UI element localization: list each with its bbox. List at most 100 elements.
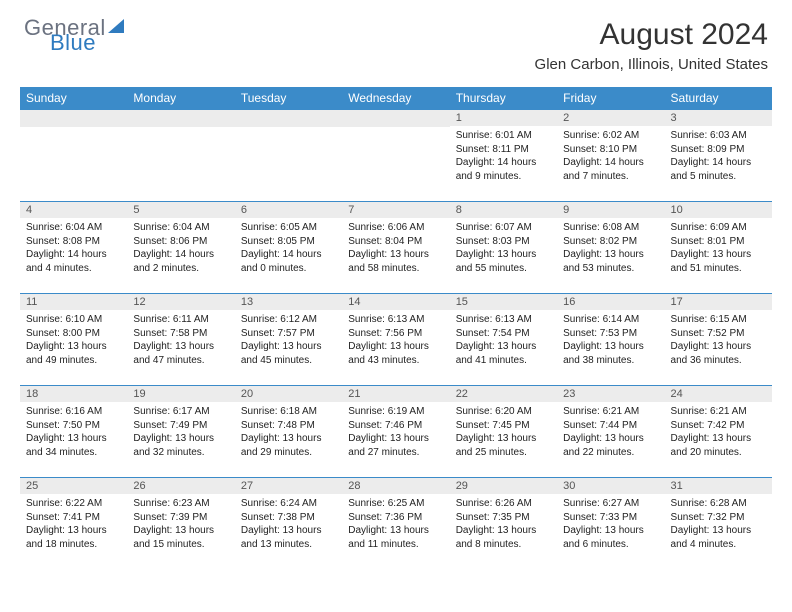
calendar-cell: 6Sunrise: 6:05 AMSunset: 8:05 PMDaylight… bbox=[235, 202, 342, 294]
sunset-line: Sunset: 7:58 PM bbox=[133, 327, 228, 341]
sunset-line: Sunset: 7:39 PM bbox=[133, 511, 228, 525]
sunrise-line: Sunrise: 6:28 AM bbox=[671, 497, 766, 511]
calendar-cell: 18Sunrise: 6:16 AMSunset: 7:50 PMDayligh… bbox=[20, 386, 127, 478]
calendar-cell: 26Sunrise: 6:23 AMSunset: 7:39 PMDayligh… bbox=[127, 478, 234, 570]
daylight-line: Daylight: 13 hours and 55 minutes. bbox=[456, 248, 551, 275]
sunset-line: Sunset: 7:48 PM bbox=[241, 419, 336, 433]
day-number: 29 bbox=[450, 478, 557, 494]
sunrise-line: Sunrise: 6:21 AM bbox=[671, 405, 766, 419]
sunrise-line: Sunrise: 6:08 AM bbox=[563, 221, 658, 235]
calendar-cell bbox=[235, 110, 342, 202]
sunset-line: Sunset: 8:05 PM bbox=[241, 235, 336, 249]
sunrise-line: Sunrise: 6:14 AM bbox=[563, 313, 658, 327]
calendar-cell: 12Sunrise: 6:11 AMSunset: 7:58 PMDayligh… bbox=[127, 294, 234, 386]
daylight-line: Daylight: 13 hours and 20 minutes. bbox=[671, 432, 766, 459]
sunrise-line: Sunrise: 6:16 AM bbox=[26, 405, 121, 419]
calendar-cell: 13Sunrise: 6:12 AMSunset: 7:57 PMDayligh… bbox=[235, 294, 342, 386]
sunset-line: Sunset: 7:52 PM bbox=[671, 327, 766, 341]
day-number: 3 bbox=[665, 110, 772, 126]
sunset-line: Sunset: 7:35 PM bbox=[456, 511, 551, 525]
calendar-cell: 25Sunrise: 6:22 AMSunset: 7:41 PMDayligh… bbox=[20, 478, 127, 570]
day-body: Sunrise: 6:02 AMSunset: 8:10 PMDaylight:… bbox=[557, 126, 664, 187]
daylight-line: Daylight: 13 hours and 43 minutes. bbox=[348, 340, 443, 367]
month-title: August 2024 bbox=[535, 18, 768, 52]
day-body: Sunrise: 6:21 AMSunset: 7:44 PMDaylight:… bbox=[557, 402, 664, 463]
daylight-line: Daylight: 13 hours and 13 minutes. bbox=[241, 524, 336, 551]
sunrise-line: Sunrise: 6:03 AM bbox=[671, 129, 766, 143]
calendar-cell: 1Sunrise: 6:01 AMSunset: 8:11 PMDaylight… bbox=[450, 110, 557, 202]
daylight-line: Daylight: 13 hours and 8 minutes. bbox=[456, 524, 551, 551]
daylight-line: Daylight: 13 hours and 18 minutes. bbox=[26, 524, 121, 551]
dow-header: Monday bbox=[127, 87, 234, 110]
sunrise-line: Sunrise: 6:06 AM bbox=[348, 221, 443, 235]
day-number: 21 bbox=[342, 386, 449, 402]
sunrise-line: Sunrise: 6:15 AM bbox=[671, 313, 766, 327]
day-number: 7 bbox=[342, 202, 449, 218]
calendar-cell: 27Sunrise: 6:24 AMSunset: 7:38 PMDayligh… bbox=[235, 478, 342, 570]
day-number-empty bbox=[20, 110, 127, 127]
calendar-cell: 29Sunrise: 6:26 AMSunset: 7:35 PMDayligh… bbox=[450, 478, 557, 570]
sunset-line: Sunset: 8:11 PM bbox=[456, 143, 551, 157]
sunset-line: Sunset: 7:50 PM bbox=[26, 419, 121, 433]
sunrise-line: Sunrise: 6:07 AM bbox=[456, 221, 551, 235]
daylight-line: Daylight: 13 hours and 25 minutes. bbox=[456, 432, 551, 459]
sunset-line: Sunset: 7:49 PM bbox=[133, 419, 228, 433]
sunset-line: Sunset: 7:56 PM bbox=[348, 327, 443, 341]
day-body: Sunrise: 6:24 AMSunset: 7:38 PMDaylight:… bbox=[235, 494, 342, 555]
day-body: Sunrise: 6:05 AMSunset: 8:05 PMDaylight:… bbox=[235, 218, 342, 279]
day-body: Sunrise: 6:26 AMSunset: 7:35 PMDaylight:… bbox=[450, 494, 557, 555]
sunrise-line: Sunrise: 6:13 AM bbox=[456, 313, 551, 327]
day-number: 9 bbox=[557, 202, 664, 218]
sunrise-line: Sunrise: 6:01 AM bbox=[456, 129, 551, 143]
day-body: Sunrise: 6:10 AMSunset: 8:00 PMDaylight:… bbox=[20, 310, 127, 371]
dow-header: Sunday bbox=[20, 87, 127, 110]
title-block: August 2024 Glen Carbon, Illinois, Unite… bbox=[535, 18, 768, 73]
sunset-line: Sunset: 7:38 PM bbox=[241, 511, 336, 525]
day-body: Sunrise: 6:14 AMSunset: 7:53 PMDaylight:… bbox=[557, 310, 664, 371]
calendar-cell bbox=[342, 110, 449, 202]
dow-header: Thursday bbox=[450, 87, 557, 110]
day-number: 13 bbox=[235, 294, 342, 310]
dow-header: Tuesday bbox=[235, 87, 342, 110]
sunset-line: Sunset: 7:46 PM bbox=[348, 419, 443, 433]
calendar-cell: 19Sunrise: 6:17 AMSunset: 7:49 PMDayligh… bbox=[127, 386, 234, 478]
daylight-line: Daylight: 14 hours and 0 minutes. bbox=[241, 248, 336, 275]
calendar-cell: 9Sunrise: 6:08 AMSunset: 8:02 PMDaylight… bbox=[557, 202, 664, 294]
sunrise-line: Sunrise: 6:05 AM bbox=[241, 221, 336, 235]
calendar-table: SundayMondayTuesdayWednesdayThursdayFrid… bbox=[20, 87, 772, 570]
day-number: 18 bbox=[20, 386, 127, 402]
day-body: Sunrise: 6:13 AMSunset: 7:56 PMDaylight:… bbox=[342, 310, 449, 371]
sunset-line: Sunset: 7:36 PM bbox=[348, 511, 443, 525]
daylight-line: Daylight: 13 hours and 36 minutes. bbox=[671, 340, 766, 367]
day-body: Sunrise: 6:25 AMSunset: 7:36 PMDaylight:… bbox=[342, 494, 449, 555]
day-body: Sunrise: 6:18 AMSunset: 7:48 PMDaylight:… bbox=[235, 402, 342, 463]
brand-line2: Blue bbox=[50, 33, 124, 54]
sunset-line: Sunset: 8:06 PM bbox=[133, 235, 228, 249]
day-body: Sunrise: 6:21 AMSunset: 7:42 PMDaylight:… bbox=[665, 402, 772, 463]
day-number: 26 bbox=[127, 478, 234, 494]
location-text: Glen Carbon, Illinois, United States bbox=[535, 56, 768, 73]
sunset-line: Sunset: 7:41 PM bbox=[26, 511, 121, 525]
daylight-line: Daylight: 13 hours and 4 minutes. bbox=[671, 524, 766, 551]
daylight-line: Daylight: 13 hours and 47 minutes. bbox=[133, 340, 228, 367]
daylight-line: Daylight: 14 hours and 7 minutes. bbox=[563, 156, 658, 183]
sunset-line: Sunset: 7:33 PM bbox=[563, 511, 658, 525]
calendar-cell: 30Sunrise: 6:27 AMSunset: 7:33 PMDayligh… bbox=[557, 478, 664, 570]
sunset-line: Sunset: 8:10 PM bbox=[563, 143, 658, 157]
day-number: 14 bbox=[342, 294, 449, 310]
calendar-cell: 14Sunrise: 6:13 AMSunset: 7:56 PMDayligh… bbox=[342, 294, 449, 386]
calendar-cell: 23Sunrise: 6:21 AMSunset: 7:44 PMDayligh… bbox=[557, 386, 664, 478]
daylight-line: Daylight: 13 hours and 11 minutes. bbox=[348, 524, 443, 551]
daylight-line: Daylight: 13 hours and 38 minutes. bbox=[563, 340, 658, 367]
day-body: Sunrise: 6:01 AMSunset: 8:11 PMDaylight:… bbox=[450, 126, 557, 187]
day-body: Sunrise: 6:16 AMSunset: 7:50 PMDaylight:… bbox=[20, 402, 127, 463]
day-number: 17 bbox=[665, 294, 772, 310]
day-number: 16 bbox=[557, 294, 664, 310]
calendar-cell: 31Sunrise: 6:28 AMSunset: 7:32 PMDayligh… bbox=[665, 478, 772, 570]
daylight-line: Daylight: 13 hours and 32 minutes. bbox=[133, 432, 228, 459]
daylight-line: Daylight: 13 hours and 49 minutes. bbox=[26, 340, 121, 367]
day-number: 20 bbox=[235, 386, 342, 402]
sunset-line: Sunset: 8:03 PM bbox=[456, 235, 551, 249]
page-header: General Blue August 2024 Glen Carbon, Il… bbox=[0, 0, 792, 79]
daylight-line: Daylight: 13 hours and 58 minutes. bbox=[348, 248, 443, 275]
